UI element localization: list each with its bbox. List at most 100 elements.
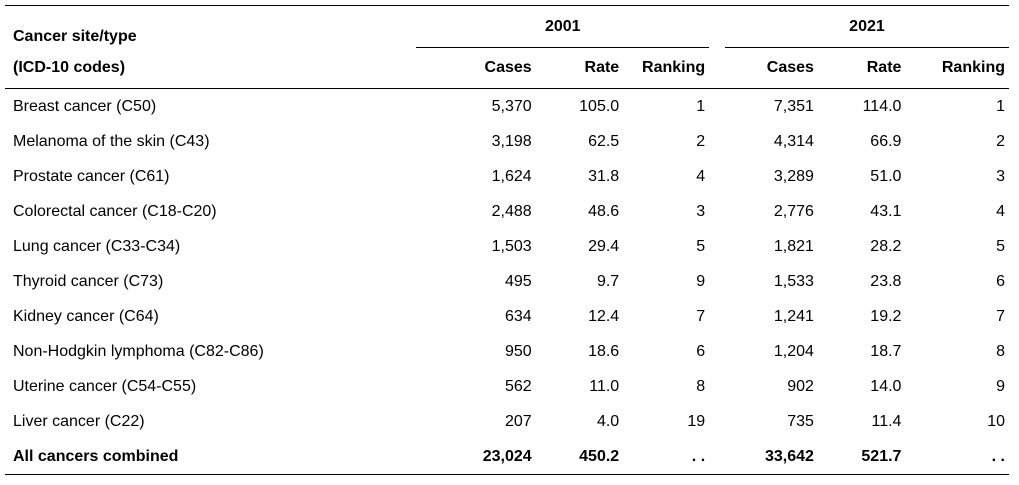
ranking-2001-cell: 8 xyxy=(696,377,706,395)
year2-label: 2021 xyxy=(849,18,885,35)
column-gap xyxy=(709,194,725,229)
cases-2001-cell: 207 xyxy=(504,412,532,430)
ranking-2021-cell: 1 xyxy=(996,97,1005,115)
column-gap xyxy=(709,439,725,475)
cases-2021-cell: 902 xyxy=(787,377,814,395)
header-ranking-2021: Ranking xyxy=(905,48,1009,89)
cases-2001-cell: 3,198 xyxy=(491,132,532,150)
cases-2001-cell: 562 xyxy=(504,377,532,395)
site-cell: Breast cancer (C50) xyxy=(13,97,157,115)
column-gap xyxy=(709,264,725,299)
site-cell: Non-Hodgkin lymphoma (C82-C86) xyxy=(13,342,264,360)
column-gap xyxy=(709,334,725,369)
ranking-2001-cell: 3 xyxy=(696,202,706,220)
cases-2001-cell: 1,503 xyxy=(491,237,532,255)
column-gap xyxy=(709,229,725,264)
total-ranking-2001-cell: . . xyxy=(623,439,710,475)
header-year-2021: 2021 xyxy=(724,5,1009,48)
cases-2001-cell: 495 xyxy=(504,272,532,290)
rate-2021-cell: 11.4 xyxy=(871,412,902,430)
site-cell: Kidney cancer (C64) xyxy=(13,307,159,325)
rate-2001-cell: 31.8 xyxy=(588,167,620,185)
header-cases-2001: Cases xyxy=(416,48,536,89)
table-body: Breast cancer (C50) 5,370 105.0 1 7,351 … xyxy=(5,89,1009,475)
total-ranking-2021-cell: . . xyxy=(905,439,1009,475)
rate-2021-cell: 43.1 xyxy=(870,202,902,220)
ranking-2021-cell: 2 xyxy=(996,132,1005,150)
ranking-2001-cell: 2 xyxy=(696,132,706,150)
ranking-2021-cell: 5 xyxy=(996,237,1005,255)
site-cell: Colorectal cancer (C18-C20) xyxy=(13,202,217,220)
cases-2001-cell: 950 xyxy=(504,342,532,360)
table-row: Kidney cancer (C64) 634 12.4 7 1,241 19.… xyxy=(5,299,1009,334)
cases-2001-cell: 634 xyxy=(504,307,532,325)
header-year-2001: 2001 xyxy=(416,5,710,48)
ranking-2021-cell: 9 xyxy=(996,377,1005,395)
site-cell: Lung cancer (C33-C34) xyxy=(13,237,181,255)
header-site-line2: (ICD-10 codes) xyxy=(5,48,417,89)
header-ranking-2001: Ranking xyxy=(623,48,710,89)
rate-2001-cell: 105.0 xyxy=(579,97,620,115)
ranking-2021-cell: 8 xyxy=(996,342,1005,360)
rate-2021-cell: 23.8 xyxy=(870,272,902,290)
column-gap xyxy=(709,299,725,334)
total-row: All cancers combined 23,024 450.2 . . 33… xyxy=(5,439,1009,475)
rate-2021-cell: 14.0 xyxy=(870,377,902,395)
ranking-2001-cell: 6 xyxy=(696,342,706,360)
cancer-incidence-table: Cancer site/type 2001 2021 (ICD-10 codes… xyxy=(5,5,1009,475)
rate-2021-cell: 28.2 xyxy=(870,237,902,255)
column-gap xyxy=(709,369,725,404)
table-row: Breast cancer (C50) 5,370 105.0 1 7,351 … xyxy=(5,89,1009,125)
header-row-columns: (ICD-10 codes) Cases Rate Ranking Cases … xyxy=(5,48,1009,89)
ranking-2001-cell: 4 xyxy=(696,167,706,185)
rate-2001-cell: 12.4 xyxy=(588,307,620,325)
cases-2021-cell: 2,776 xyxy=(773,202,814,220)
header-rate-2021: Rate xyxy=(817,48,906,89)
table-row: Lung cancer (C33-C34) 1,503 29.4 5 1,821… xyxy=(5,229,1009,264)
table-row: Prostate cancer (C61) 1,624 31.8 4 3,289… xyxy=(5,159,1009,194)
year1-label: 2001 xyxy=(544,18,581,35)
rate-2001-cell: 4.0 xyxy=(596,412,620,430)
column-gap xyxy=(709,89,725,125)
table-row: Non-Hodgkin lymphoma (C82-C86) 950 18.6 … xyxy=(5,334,1009,369)
table-row: Uterine cancer (C54-C55) 562 11.0 8 902 … xyxy=(5,369,1009,404)
rate-2021-cell: 18.7 xyxy=(870,342,902,360)
rate-2001-cell: 48.6 xyxy=(588,202,620,220)
year1-underline xyxy=(416,47,710,48)
cases-2021-cell: 1,533 xyxy=(773,272,814,290)
rate-2021-cell: 114.0 xyxy=(862,97,902,115)
cases-2021-cell: 1,204 xyxy=(773,342,814,360)
ranking-2021-cell: 10 xyxy=(987,412,1005,430)
rate-2001-cell: 11.0 xyxy=(589,377,620,395)
table-row: Thyroid cancer (C73) 495 9.7 9 1,533 23.… xyxy=(5,264,1009,299)
rate-2021-cell: 66.9 xyxy=(870,132,902,150)
cases-2021-cell: 4,314 xyxy=(773,132,814,150)
table-row: Liver cancer (C22) 207 4.0 19 735 11.4 1… xyxy=(5,404,1009,439)
ranking-2001-cell: 19 xyxy=(687,412,706,430)
ranking-2001-cell: 1 xyxy=(696,97,706,115)
table-row: Melanoma of the skin (C43) 3,198 62.5 2 … xyxy=(5,124,1009,159)
cases-2021-cell: 1,241 xyxy=(773,307,814,325)
rate-2001-cell: 62.5 xyxy=(588,132,620,150)
column-gap xyxy=(709,5,725,48)
ranking-2021-cell: 6 xyxy=(996,272,1005,290)
ranking-2001-cell: 7 xyxy=(696,307,706,325)
cases-2021-cell: 7,351 xyxy=(773,97,814,115)
cases-2021-cell: 1,821 xyxy=(773,237,814,255)
column-gap xyxy=(709,404,725,439)
total-site-cell: All cancers combined xyxy=(5,439,417,475)
ranking-2021-cell: 7 xyxy=(996,307,1005,325)
table-row: Colorectal cancer (C18-C20) 2,488 48.6 3… xyxy=(5,194,1009,229)
cases-2021-cell: 735 xyxy=(787,412,814,430)
rate-2001-cell: 18.6 xyxy=(588,342,620,360)
header-cases-2021: Cases xyxy=(724,48,818,89)
header-row-years: Cancer site/type 2001 2021 xyxy=(5,5,1009,48)
cases-2021-cell: 3,289 xyxy=(773,167,814,185)
ranking-2021-cell: 4 xyxy=(996,202,1005,220)
column-gap xyxy=(709,48,725,89)
total-cases-2021-cell: 33,642 xyxy=(724,439,818,475)
site-cell: Thyroid cancer (C73) xyxy=(13,272,164,290)
rate-2001-cell: 29.4 xyxy=(588,237,620,255)
cases-2001-cell: 1,624 xyxy=(491,167,532,185)
